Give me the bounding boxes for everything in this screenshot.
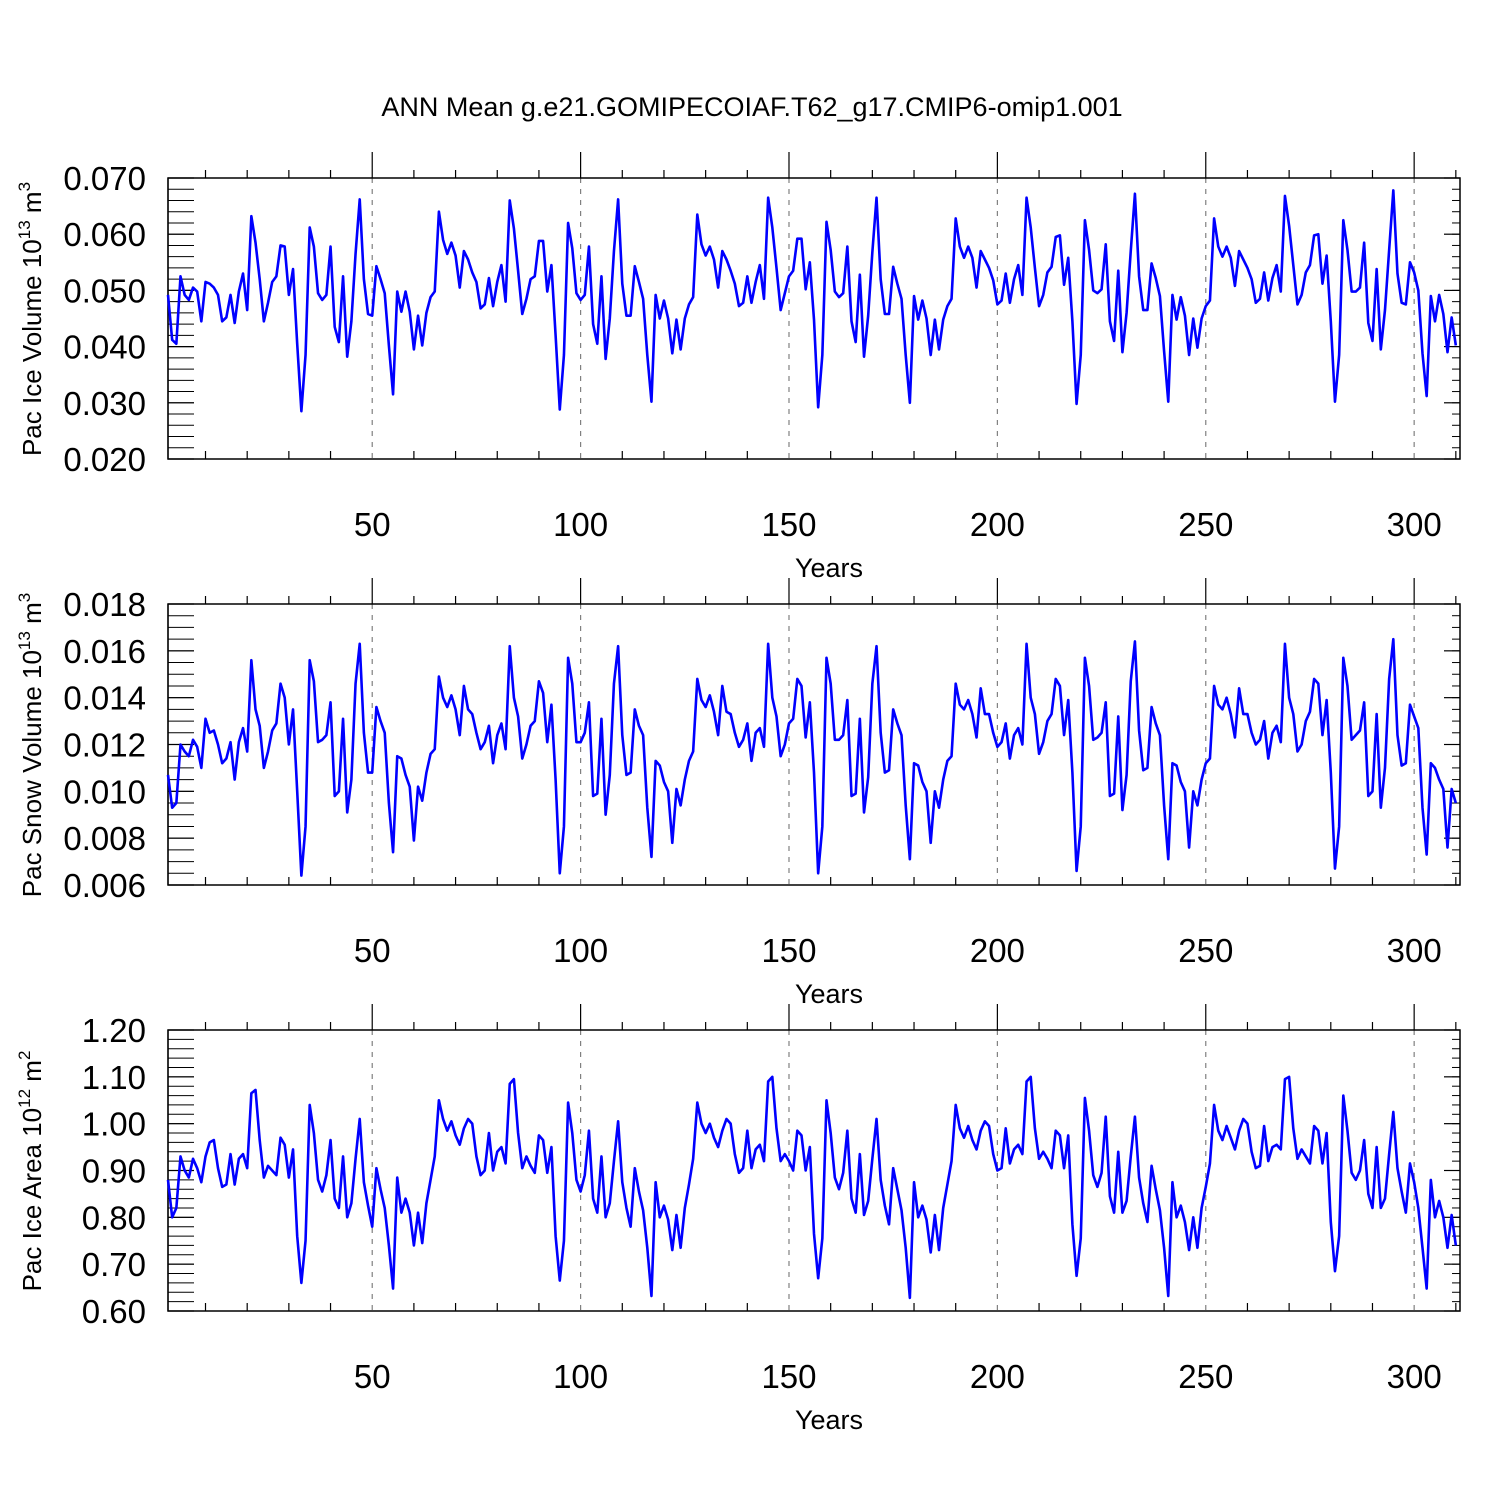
x-tick-label-200: 200 [970, 506, 1025, 543]
y-tick-label-0.80: 0.80 [82, 1199, 146, 1236]
y-axis-label-base: Pac Ice Volume 10 [17, 239, 47, 456]
y-tick-label-0.018: 0.018 [63, 586, 146, 623]
x-tick-label-300: 300 [1387, 1358, 1442, 1395]
y-axis-label-unit: m [17, 1060, 47, 1089]
y-tick-label-0.030: 0.030 [63, 385, 146, 422]
x-tick-label-50: 50 [354, 932, 391, 969]
y-tick-label-0.006: 0.006 [63, 867, 146, 904]
y-axis-label: Pac Ice Volume 1013 m3 [15, 182, 47, 456]
x-tick-label-300: 300 [1387, 506, 1442, 543]
y-axis-label-unit: m [17, 191, 47, 220]
y-axis-label: Pac Snow Volume 1013 m3 [15, 593, 47, 897]
series-line [166, 1075, 1458, 1300]
figure-title: ANN Mean g.e21.GOMIPECOIAF.T62_g17.CMIP6… [381, 92, 1122, 122]
y-axis-label-unit-exponent: 3 [15, 593, 34, 602]
panels: 50 100 150 200 250 300Years0.0200.0300.0400.0… [15, 152, 1461, 1435]
y-tick-label-0.020: 0.020 [63, 441, 146, 478]
y-axis-label-exponent: 13 [15, 631, 34, 650]
y-tick-label-0.60: 0.60 [82, 1293, 146, 1330]
x-tick-label-50: 50 [354, 1358, 391, 1395]
chart-panel-3: 50 100 150 200 250 300 Years 0.60 0.70 0.80 0.90 1.… [15, 1004, 1461, 1435]
chart-panel-1: 50 100 150 200 250 300 Years 0.020 0.030 0.040 0.0… [15, 152, 1461, 583]
y-axis-label-unit-exponent: 2 [15, 1051, 34, 1060]
y-axis-label: Pac Ice Area 1012 m2 [15, 1051, 47, 1292]
y-axis-label-exponent: 12 [15, 1089, 34, 1108]
y-tick-label-0.010: 0.010 [63, 773, 146, 810]
series-line [166, 637, 1458, 877]
y-axis-label-unit-exponent: 3 [15, 182, 34, 191]
y-tick-label-0.012: 0.012 [63, 727, 146, 764]
y-tick-label-1.00: 1.00 [82, 1106, 146, 1143]
x-tick-label-200: 200 [970, 1358, 1025, 1395]
x-tick-label-100: 100 [553, 506, 608, 543]
x-tick-label-150: 150 [761, 506, 816, 543]
x-tick-label-150: 150 [761, 932, 816, 969]
y-axis-label-base: Pac Snow Volume 10 [17, 650, 47, 897]
y-tick-label-0.070: 0.070 [63, 160, 146, 197]
x-tick-label-50: 50 [354, 506, 391, 543]
y-tick-label-0.060: 0.060 [63, 216, 146, 253]
y-tick-label-1.20: 1.20 [82, 1012, 146, 1049]
plot-frame [167, 1029, 1461, 1312]
y-tick-label-0.040: 0.040 [63, 329, 146, 366]
x-tick-label-250: 250 [1178, 1358, 1233, 1395]
x-axis-label: Years [795, 979, 863, 1009]
x-tick-label-250: 250 [1178, 506, 1233, 543]
x-tick-label-150: 150 [761, 1358, 816, 1395]
y-tick-label-0.90: 0.90 [82, 1153, 146, 1190]
x-tick-label-100: 100 [553, 1358, 608, 1395]
x-tick-label-250: 250 [1178, 932, 1233, 969]
y-tick-label-0.014: 0.014 [63, 680, 146, 717]
x-tick-label-300: 300 [1387, 932, 1442, 969]
y-tick-label-0.008: 0.008 [63, 820, 146, 857]
y-axis-label-unit: m [17, 602, 47, 631]
y-tick-label-1.10: 1.10 [82, 1059, 146, 1096]
x-tick-label-200: 200 [970, 932, 1025, 969]
y-axis-label-base: Pac Ice Area 10 [17, 1108, 47, 1292]
series-line [166, 189, 1458, 413]
x-axis-label: Years [795, 1405, 863, 1435]
y-tick-label-0.70: 0.70 [82, 1246, 146, 1283]
y-axis-label-exponent: 13 [15, 220, 34, 239]
chart-panel-2: 50 100 150 200 250 300 Years 0.006 0.008 0.010 0.0… [15, 578, 1461, 1009]
x-tick-label-100: 100 [553, 932, 608, 969]
y-tick-label-0.016: 0.016 [63, 633, 146, 670]
x-axis-label: Years [795, 553, 863, 583]
y-tick-label-0.050: 0.050 [63, 272, 146, 309]
